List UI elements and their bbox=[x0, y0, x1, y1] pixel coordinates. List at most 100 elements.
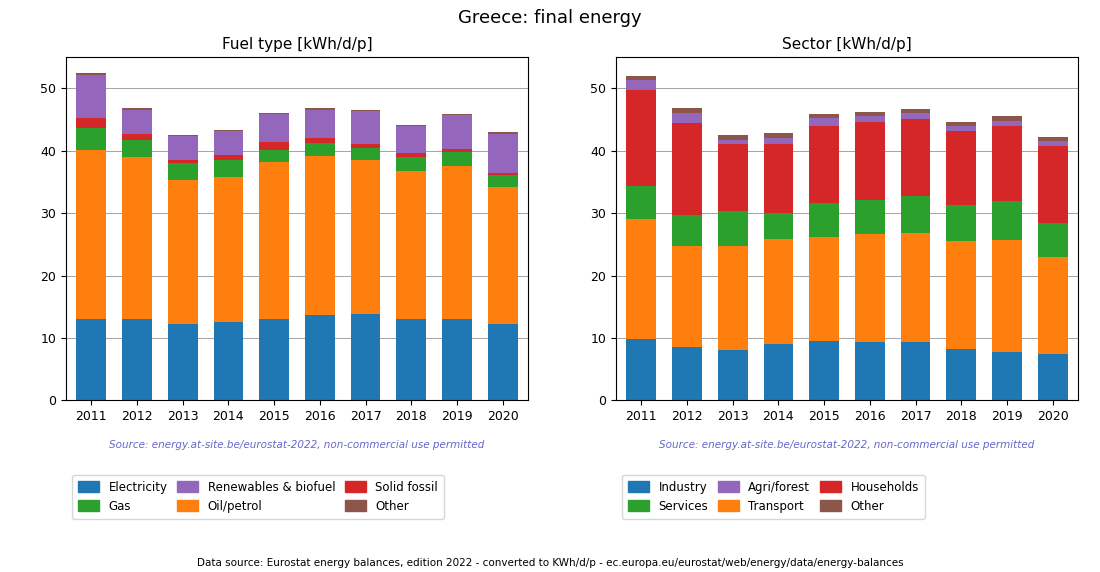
Bar bbox=[351, 110, 381, 112]
Bar bbox=[488, 187, 518, 324]
Bar bbox=[260, 142, 289, 149]
Legend: Electricity, Gas, Renewables & biofuel, Oil/petrol, Solid fossil, Other: Electricity, Gas, Renewables & biofuel, … bbox=[72, 475, 444, 519]
Bar bbox=[351, 148, 381, 160]
Bar bbox=[76, 118, 106, 128]
Bar bbox=[442, 319, 472, 400]
Title: Sector [kWh/d/p]: Sector [kWh/d/p] bbox=[782, 37, 912, 52]
Text: Source: energy.at-site.be/eurostat-2022, non-commercial use permitted: Source: energy.at-site.be/eurostat-2022,… bbox=[659, 440, 1035, 450]
Bar bbox=[351, 314, 381, 400]
Bar bbox=[855, 343, 884, 400]
Bar bbox=[351, 144, 381, 148]
Bar bbox=[260, 162, 289, 319]
Bar bbox=[396, 153, 426, 157]
Bar bbox=[488, 134, 518, 173]
Bar bbox=[810, 118, 839, 126]
Bar bbox=[992, 121, 1022, 126]
Bar bbox=[122, 134, 152, 140]
Bar bbox=[855, 235, 884, 343]
Bar bbox=[946, 349, 976, 400]
Bar bbox=[305, 315, 334, 400]
Bar bbox=[626, 80, 656, 90]
Text: Source: energy.at-site.be/eurostat-2022, non-commercial use permitted: Source: energy.at-site.be/eurostat-2022,… bbox=[109, 440, 485, 450]
Bar bbox=[763, 213, 793, 240]
Bar bbox=[76, 128, 106, 149]
Bar bbox=[122, 319, 152, 400]
Bar bbox=[351, 112, 381, 144]
Bar bbox=[488, 175, 518, 187]
Bar bbox=[855, 122, 884, 200]
Bar bbox=[305, 110, 334, 138]
Title: Fuel type [kWh/d/p]: Fuel type [kWh/d/p] bbox=[222, 37, 372, 52]
Bar bbox=[260, 319, 289, 400]
Bar bbox=[1038, 257, 1068, 353]
Bar bbox=[946, 122, 976, 126]
Bar bbox=[396, 125, 426, 126]
Bar bbox=[213, 160, 243, 177]
Bar bbox=[946, 205, 976, 241]
Text: Data source: Eurostat energy balances, edition 2022 - converted to KWh/d/p - ec.: Data source: Eurostat energy balances, e… bbox=[197, 558, 903, 568]
Bar bbox=[718, 245, 748, 350]
Bar bbox=[718, 140, 748, 144]
Bar bbox=[901, 196, 931, 233]
Legend: Industry, Services, Agri/forest, Transport, Households, Other: Industry, Services, Agri/forest, Transpo… bbox=[621, 475, 925, 519]
Bar bbox=[122, 110, 152, 134]
Bar bbox=[992, 126, 1022, 201]
Bar bbox=[213, 130, 243, 132]
Bar bbox=[718, 211, 748, 245]
Bar bbox=[718, 350, 748, 400]
Bar bbox=[763, 133, 793, 138]
Bar bbox=[396, 157, 426, 171]
Bar bbox=[442, 149, 472, 152]
Bar bbox=[122, 157, 152, 319]
Bar bbox=[442, 114, 472, 115]
Bar bbox=[213, 155, 243, 160]
Bar bbox=[901, 343, 931, 400]
Bar bbox=[626, 339, 656, 400]
Bar bbox=[718, 144, 748, 211]
Bar bbox=[810, 126, 839, 202]
Bar bbox=[488, 173, 518, 175]
Bar bbox=[626, 220, 656, 339]
Bar bbox=[76, 149, 106, 319]
Bar bbox=[672, 113, 702, 123]
Bar bbox=[992, 201, 1022, 240]
Bar bbox=[442, 166, 472, 319]
Bar bbox=[672, 123, 702, 215]
Bar bbox=[305, 156, 334, 315]
Bar bbox=[672, 108, 702, 113]
Bar bbox=[901, 119, 931, 196]
Bar bbox=[626, 90, 656, 186]
Bar bbox=[76, 319, 106, 400]
Bar bbox=[810, 202, 839, 237]
Bar bbox=[488, 132, 518, 134]
Bar bbox=[168, 134, 198, 136]
Bar bbox=[672, 347, 702, 400]
Bar bbox=[946, 241, 976, 349]
Bar bbox=[763, 344, 793, 400]
Bar bbox=[901, 233, 931, 343]
Bar bbox=[1038, 353, 1068, 400]
Bar bbox=[992, 240, 1022, 352]
Bar bbox=[260, 114, 289, 142]
Bar bbox=[810, 237, 839, 341]
Bar bbox=[763, 138, 793, 144]
Bar bbox=[305, 108, 334, 110]
Bar bbox=[168, 160, 198, 162]
Bar bbox=[763, 144, 793, 213]
Bar bbox=[992, 117, 1022, 121]
Bar bbox=[76, 73, 106, 75]
Bar bbox=[1038, 141, 1068, 146]
Bar bbox=[855, 112, 884, 117]
Bar bbox=[168, 324, 198, 400]
Bar bbox=[855, 117, 884, 122]
Bar bbox=[351, 160, 381, 314]
Bar bbox=[1038, 146, 1068, 223]
Bar bbox=[672, 215, 702, 245]
Bar bbox=[1038, 223, 1068, 257]
Bar bbox=[718, 135, 748, 140]
Bar bbox=[260, 149, 289, 162]
Bar bbox=[213, 177, 243, 323]
Bar bbox=[626, 186, 656, 220]
Bar bbox=[763, 240, 793, 344]
Bar bbox=[626, 76, 656, 80]
